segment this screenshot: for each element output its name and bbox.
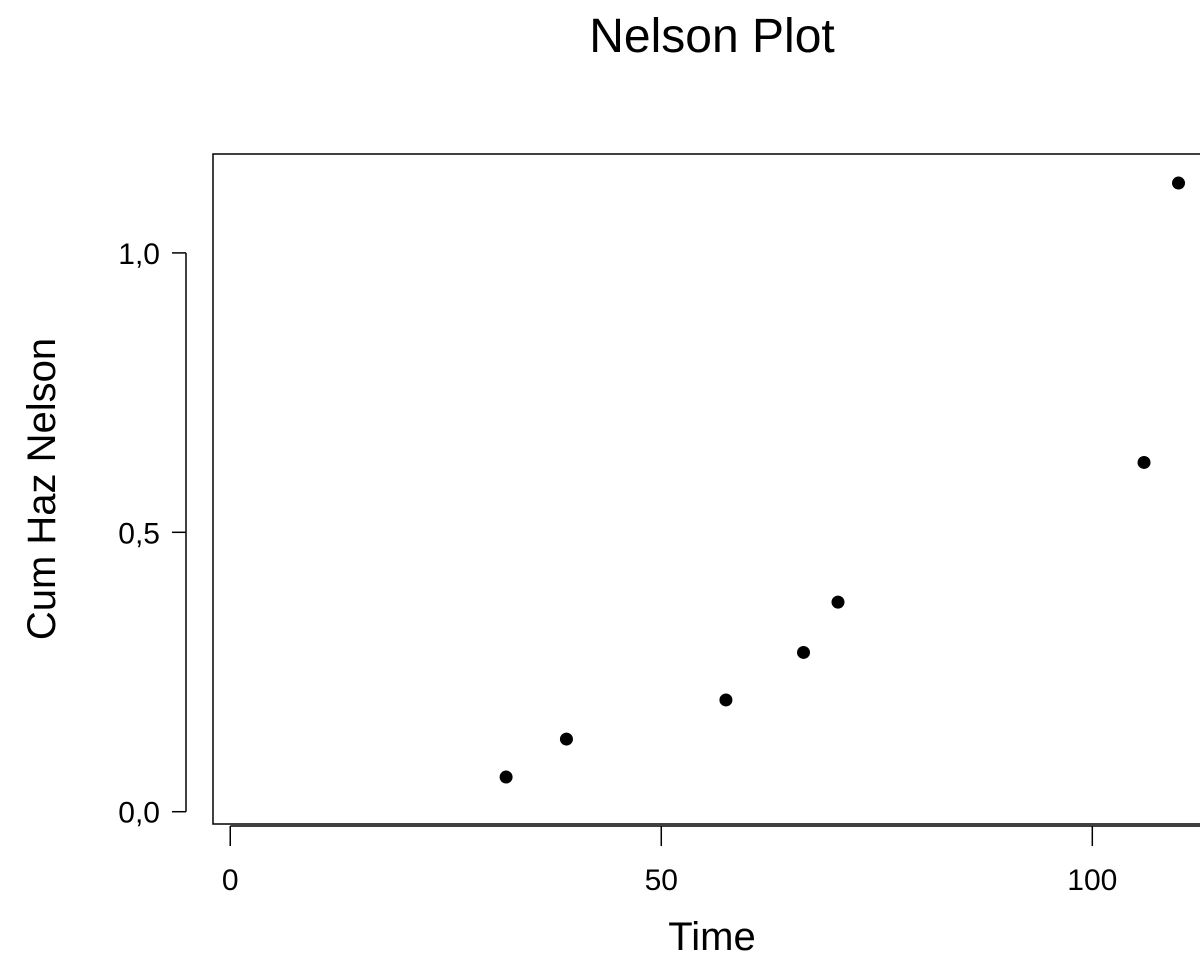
y-axis-label: Cum Haz Nelson [20,338,64,640]
data-point [1137,455,1151,469]
data-point [831,595,845,609]
data-points [499,176,1186,784]
data-point [559,732,573,746]
y-tick-label: 0,0 [118,797,160,830]
data-point [1172,176,1186,190]
y-tick-label: 1,0 [118,238,160,271]
data-point [797,645,811,659]
x-tick-label: 50 [645,864,678,897]
y-tick-label: 0,5 [118,517,160,550]
x-tick-label: 0 [222,864,239,897]
x-axis: 0 50 100 [222,825,1200,897]
data-point [499,770,513,784]
chart-title: Nelson Plot [589,10,834,63]
data-point [719,693,733,707]
plot-area-frame [212,153,1200,825]
x-tick-label: 100 [1067,864,1117,897]
y-axis: 0,0 0,5 1,0 [118,238,187,830]
x-axis-label: Time [668,915,755,959]
